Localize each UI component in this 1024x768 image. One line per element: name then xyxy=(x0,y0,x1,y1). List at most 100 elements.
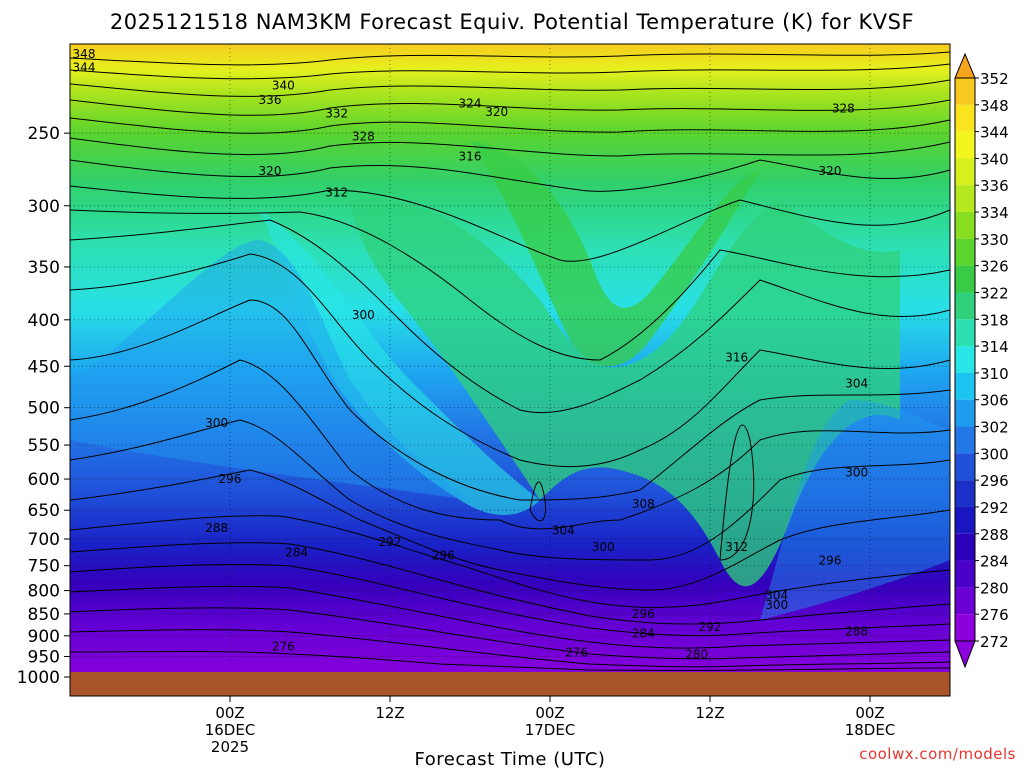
contour-label: 296 xyxy=(819,554,842,568)
contour-label: 300 xyxy=(352,308,375,322)
contour-label: 320 xyxy=(259,164,282,178)
contour-label: 300 xyxy=(765,598,788,612)
colorbar-label: 348 xyxy=(980,97,1009,115)
plot-frame xyxy=(69,43,951,697)
credit-text: coolwx.com/models xyxy=(859,745,1016,763)
contour-label: 308 xyxy=(632,497,655,511)
colorbar-swatch xyxy=(955,185,975,213)
colorbar-swatch xyxy=(955,238,975,266)
colorbar-label: 280 xyxy=(980,579,1009,597)
contour-label: 320 xyxy=(819,164,842,178)
colorbar-swatch xyxy=(955,265,975,293)
x-tick-label: 00Z xyxy=(855,704,884,722)
x-tick-label: 12Z xyxy=(375,704,404,722)
y-tick-label: 950 xyxy=(28,647,60,667)
y-tick-label: 900 xyxy=(28,627,60,647)
x-tick-label: 18DEC xyxy=(845,721,896,739)
y-tick-label: 250 xyxy=(28,124,60,144)
contour-label: 296 xyxy=(432,548,455,562)
colorbar-swatch xyxy=(955,131,975,159)
colorbar-label: 288 xyxy=(980,526,1009,544)
colorbar-swatch xyxy=(955,372,975,400)
colorbar-label: 318 xyxy=(980,311,1009,329)
x-axis-title: Forecast Time (UTC) xyxy=(415,749,606,768)
y-tick-label: 700 xyxy=(28,530,60,550)
colorbar-label: 272 xyxy=(980,633,1009,651)
chart-title: 2025121518 NAM3KM Forecast Equiv. Potent… xyxy=(110,10,914,34)
contour-label: 280 xyxy=(685,647,708,661)
contour-label: 276 xyxy=(565,645,588,659)
colorbar-label: 330 xyxy=(980,231,1009,249)
colorbar-label: 344 xyxy=(980,124,1009,142)
contour-label: 296 xyxy=(632,607,655,621)
y-tick-label: 450 xyxy=(28,357,60,377)
blue-dome-right xyxy=(760,400,950,620)
contour-label: 296 xyxy=(219,472,242,486)
contour-label: 304 xyxy=(765,588,788,602)
contour-label: 284 xyxy=(632,627,655,641)
colorbar-swatch xyxy=(955,453,975,481)
contour-label: 292 xyxy=(699,620,722,634)
colorbar-swatch xyxy=(955,560,975,588)
contour-label: 348 xyxy=(73,47,96,61)
y-axis: 2503003504004505005506006507007508008509… xyxy=(17,124,70,688)
contour-label: 320 xyxy=(485,105,508,119)
colorbar-swatch xyxy=(955,346,975,373)
colorbar-swatch xyxy=(955,399,975,427)
y-tick-label: 600 xyxy=(28,470,60,490)
contour-label: 284 xyxy=(285,546,308,560)
contour-label: 304 xyxy=(845,376,868,390)
contour-label: 328 xyxy=(352,129,375,143)
colorbar-swatch xyxy=(955,614,975,641)
colorbar-label: 276 xyxy=(980,606,1009,624)
colorbar-swatch xyxy=(955,587,975,615)
colorbar-swatch xyxy=(955,426,975,454)
colorbar-swatch xyxy=(955,78,975,105)
green-core xyxy=(470,140,760,367)
colorbar-swatch xyxy=(955,480,975,507)
contour-label: 276 xyxy=(272,639,295,653)
colorbar-swatch xyxy=(955,212,975,239)
contour-label: 340 xyxy=(272,79,295,93)
colorbar-swatch xyxy=(955,506,975,534)
colorbar-label: 326 xyxy=(980,258,1009,276)
contour-label: 300 xyxy=(845,466,868,480)
colorbar-label: 296 xyxy=(980,472,1009,490)
colorbar-arrow-top xyxy=(954,52,976,79)
colorbar-label: 352 xyxy=(980,70,1009,88)
y-tick-label: 300 xyxy=(28,197,60,217)
contour-lines xyxy=(69,51,951,671)
blue-dome xyxy=(70,240,470,500)
contour-label: 344 xyxy=(73,60,96,74)
contour-label: 316 xyxy=(725,350,748,364)
y-tick-label: 800 xyxy=(28,582,60,602)
y-tick-label: 350 xyxy=(28,258,60,278)
colorbar-label: 284 xyxy=(980,553,1009,571)
contour-label: 312 xyxy=(325,185,348,199)
colorbar-label: 336 xyxy=(980,177,1009,195)
contour-label: 324 xyxy=(459,96,482,110)
y-tick-label: 400 xyxy=(28,311,60,331)
x-tick-label: 12Z xyxy=(695,704,724,722)
contour-label: 288 xyxy=(205,521,228,535)
colorbar-swatch xyxy=(955,292,975,320)
x-tick-label: 16DEC xyxy=(205,721,256,739)
colorbar-label: 302 xyxy=(980,419,1009,437)
colorbar-label: 310 xyxy=(980,365,1009,383)
x-tick-label: 00Z xyxy=(535,704,564,722)
warm-intrusion-band xyxy=(350,198,900,587)
ground-surface xyxy=(70,672,950,696)
colorbar-swatch xyxy=(955,158,975,186)
grid-lines xyxy=(70,44,950,672)
y-tick-label: 750 xyxy=(28,557,60,577)
y-tick-label: 500 xyxy=(28,399,60,419)
contour-label: 292 xyxy=(379,535,402,549)
colorbar-label: 334 xyxy=(980,204,1009,222)
colorbar-frame xyxy=(954,77,976,642)
x-tick-label: 2025 xyxy=(211,738,249,756)
colorbar-label: 300 xyxy=(980,445,1009,463)
colorbar-label: 340 xyxy=(980,150,1009,168)
y-tick-label: 850 xyxy=(28,605,60,625)
y-tick-label: 650 xyxy=(28,501,60,521)
